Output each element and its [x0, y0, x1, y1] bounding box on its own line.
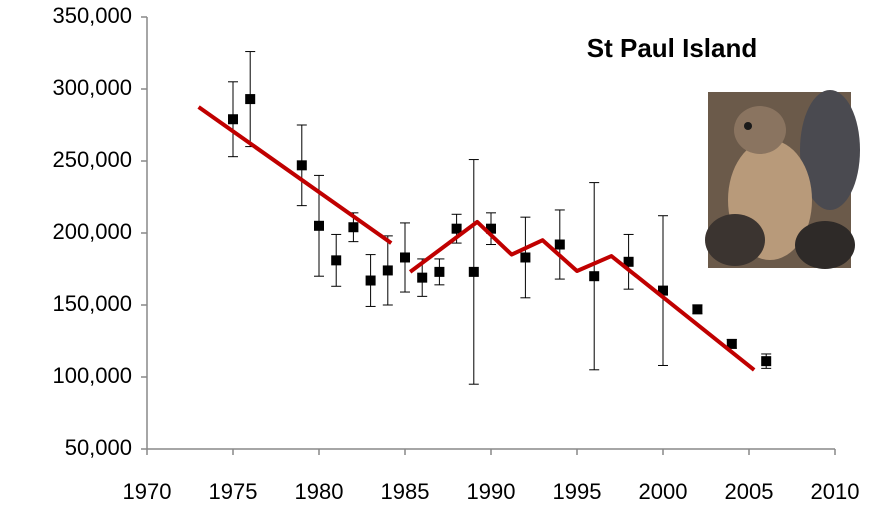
point: [520, 252, 530, 262]
y-tick-label: 150,000: [52, 291, 132, 316]
y-tick-label: 200,000: [52, 219, 132, 244]
point: [348, 222, 358, 232]
x-tick-label: 1995: [553, 479, 602, 504]
point: [469, 267, 479, 277]
point: [331, 255, 341, 265]
point: [400, 252, 410, 262]
seal-photo: [705, 90, 860, 269]
point: [555, 240, 565, 250]
y-tick-label: 50,000: [65, 435, 132, 460]
x-tick-label: 1985: [381, 479, 430, 504]
x-tick-label: 1990: [467, 479, 516, 504]
y-tick-label: 250,000: [52, 147, 132, 172]
x-tick-label: 1980: [295, 479, 344, 504]
point: [366, 276, 376, 286]
point: [245, 94, 255, 104]
point: [452, 224, 462, 234]
point: [314, 221, 324, 231]
y-tick-label: 350,000: [52, 3, 132, 28]
point: [383, 265, 393, 275]
photo-shape: [795, 221, 855, 269]
x-tick-label: 1975: [209, 479, 258, 504]
y-tick-label: 300,000: [52, 75, 132, 100]
x-tick-label: 2010: [811, 479, 860, 504]
chart: St Paul Island 50,000 100,000 150,000 200,0…: [0, 0, 876, 509]
point: [417, 273, 427, 283]
photo-shape: [744, 122, 752, 130]
point: [297, 160, 307, 170]
point: [434, 267, 444, 277]
point: [761, 356, 771, 366]
x-tick-label: 2000: [639, 479, 688, 504]
point: [589, 271, 599, 281]
y-tick-label: 100,000: [52, 363, 132, 388]
photo-shape: [734, 106, 786, 154]
point: [692, 304, 702, 314]
photo-shape: [705, 214, 765, 266]
x-tick-label: 1970: [123, 479, 172, 504]
point: [228, 114, 238, 124]
chart-title: St Paul Island: [587, 33, 758, 63]
x-tick-label: 2005: [725, 479, 774, 504]
